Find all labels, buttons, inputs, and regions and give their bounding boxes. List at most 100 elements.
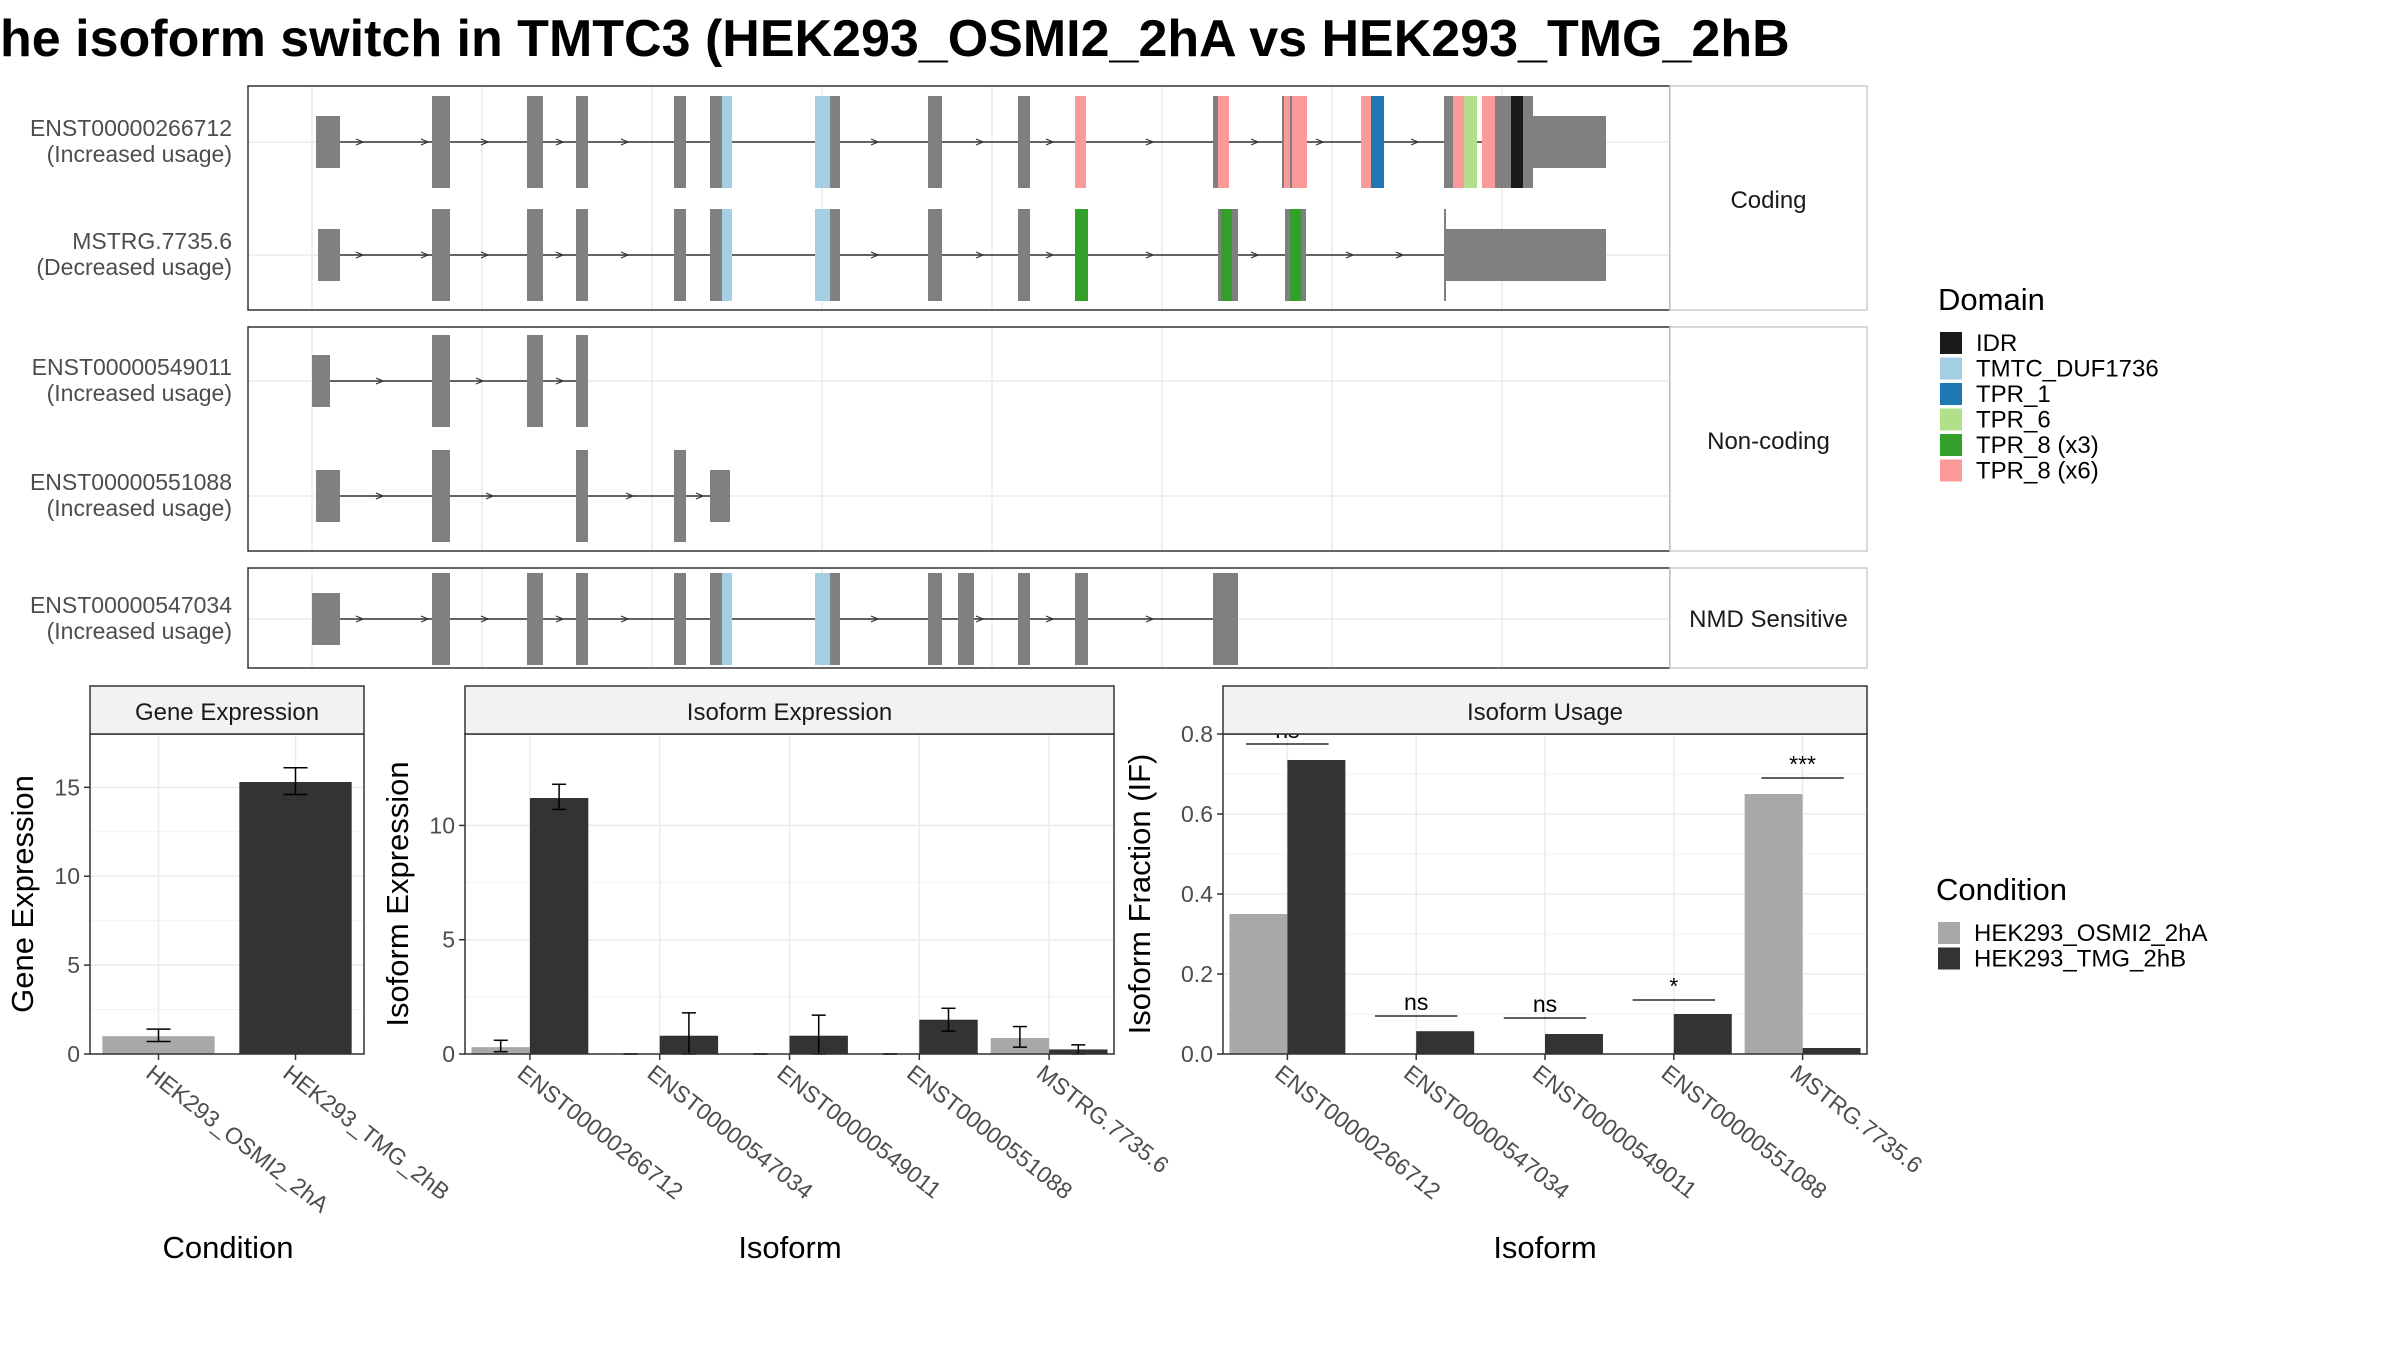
bar xyxy=(1416,1031,1475,1054)
exon xyxy=(710,573,722,665)
y-tick-label: 10 xyxy=(54,863,80,889)
strand-arrow xyxy=(1045,138,1055,146)
domain-block xyxy=(815,209,830,301)
domain-block xyxy=(1453,96,1464,188)
exon xyxy=(576,573,588,665)
strand-arrow xyxy=(555,615,565,623)
facet-strip xyxy=(1669,567,1868,669)
strand-arrow xyxy=(1395,251,1405,259)
transcript-label: ENST00000266712 xyxy=(30,115,232,141)
exon xyxy=(1018,573,1030,665)
domain-block xyxy=(1221,209,1232,301)
title-strip xyxy=(89,685,365,735)
significance-label: * xyxy=(1669,973,1678,999)
strand-arrow xyxy=(620,615,630,623)
strand-arrow xyxy=(1315,138,1325,146)
transcript-usage-label: (Increased usage) xyxy=(47,141,232,167)
legend-title: Condition xyxy=(1936,872,2067,907)
strand-arrow xyxy=(870,251,880,259)
exon xyxy=(1018,209,1030,301)
bar xyxy=(1673,1014,1732,1054)
facet-strip-label: Non-coding xyxy=(1707,428,1830,455)
exon xyxy=(928,209,942,301)
transcript-usage-label: (Increased usage) xyxy=(47,618,232,644)
legend-label: TPR_8 (x3) xyxy=(1976,432,2099,459)
transcript-label: ENST00000549011 xyxy=(32,354,232,380)
strand-arrow xyxy=(420,138,430,146)
exon xyxy=(316,470,340,522)
exon xyxy=(318,229,340,281)
domain-block xyxy=(1218,96,1229,188)
exon xyxy=(674,573,686,665)
strand-arrow xyxy=(355,251,365,259)
legend-key xyxy=(1938,947,1960,970)
exon xyxy=(576,450,588,542)
strand-arrow xyxy=(1410,138,1420,146)
strand-arrow xyxy=(975,251,985,259)
title-strip xyxy=(464,685,1115,735)
exon xyxy=(1533,116,1606,168)
legend-label: TPR_1 xyxy=(1976,381,2051,408)
y-tick-label: 5 xyxy=(442,927,455,953)
x-tick-label: MSTRG.7735.6 xyxy=(1786,1059,1928,1178)
strand-arrow xyxy=(555,138,565,146)
strand-arrow xyxy=(355,615,365,623)
legend-label: TPR_8 (x6) xyxy=(1976,458,2099,485)
strand-arrow xyxy=(480,615,490,623)
strand-arrow xyxy=(975,615,985,623)
exon xyxy=(1075,573,1088,665)
legend-key xyxy=(1940,434,1962,456)
strand-arrow xyxy=(420,615,430,623)
exon xyxy=(527,96,543,188)
significance-label: *** xyxy=(1789,751,1816,777)
exon xyxy=(312,355,330,407)
legend-key xyxy=(1940,357,1962,380)
exon xyxy=(928,573,942,665)
transcript-facet-background xyxy=(248,327,1670,551)
domain-block xyxy=(1075,209,1088,301)
strand-arrow xyxy=(870,615,880,623)
exon xyxy=(432,450,450,542)
y-tick-label: 0.2 xyxy=(1181,961,1213,987)
exon xyxy=(710,209,722,301)
domain-block xyxy=(722,573,732,665)
domain-block xyxy=(722,96,732,188)
transcript-label: MSTRG.7735.6 xyxy=(72,228,232,254)
strand-arrow xyxy=(1345,251,1355,259)
strand-arrow xyxy=(1145,251,1155,259)
strand-arrow xyxy=(625,492,635,500)
bar xyxy=(1229,914,1288,1054)
facet-strip-label: NMD Sensitive xyxy=(1689,606,1848,633)
title-strip xyxy=(1222,685,1868,735)
strand-arrow xyxy=(485,492,495,500)
panel-title: Gene Expression xyxy=(135,699,319,726)
facet-strip-label: Coding xyxy=(1730,187,1806,214)
strand-arrow xyxy=(1045,615,1055,623)
exon xyxy=(432,573,450,665)
strand-arrow xyxy=(375,492,385,500)
exon-thin xyxy=(958,573,962,665)
strand-arrow xyxy=(1250,251,1260,259)
exon xyxy=(432,96,450,188)
domain-block xyxy=(1511,96,1523,188)
legend-key xyxy=(1940,459,1962,482)
legend-title: Domain xyxy=(1938,282,2045,317)
domain-block xyxy=(815,573,830,665)
legend-key xyxy=(1940,408,1962,431)
strand-arrow xyxy=(355,138,365,146)
y-tick-label: 10 xyxy=(429,812,455,838)
significance-label: ns xyxy=(1404,989,1428,1015)
bar xyxy=(239,782,352,1054)
y-tick-label: 0.8 xyxy=(1181,721,1213,747)
panel-title: Isoform Usage xyxy=(1467,699,1623,726)
exon xyxy=(710,96,722,188)
strand-arrow xyxy=(870,138,880,146)
exon xyxy=(576,96,588,188)
facet-strip xyxy=(1669,85,1868,311)
x-tick-label: MSTRG.7735.6 xyxy=(1032,1059,1174,1178)
legend-key xyxy=(1940,332,1962,354)
exon xyxy=(1018,96,1030,188)
strand-arrow xyxy=(620,138,630,146)
